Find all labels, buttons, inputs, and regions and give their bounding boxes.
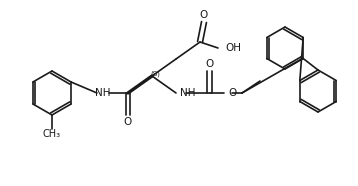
Text: O: O xyxy=(124,117,132,127)
Text: OH: OH xyxy=(225,43,241,53)
Text: O: O xyxy=(206,59,214,69)
Text: O: O xyxy=(228,88,236,98)
Text: O: O xyxy=(200,10,208,20)
Text: NH: NH xyxy=(180,88,195,98)
Text: NH: NH xyxy=(95,88,111,98)
Text: (S): (S) xyxy=(150,71,160,77)
Text: CH₃: CH₃ xyxy=(43,129,61,139)
